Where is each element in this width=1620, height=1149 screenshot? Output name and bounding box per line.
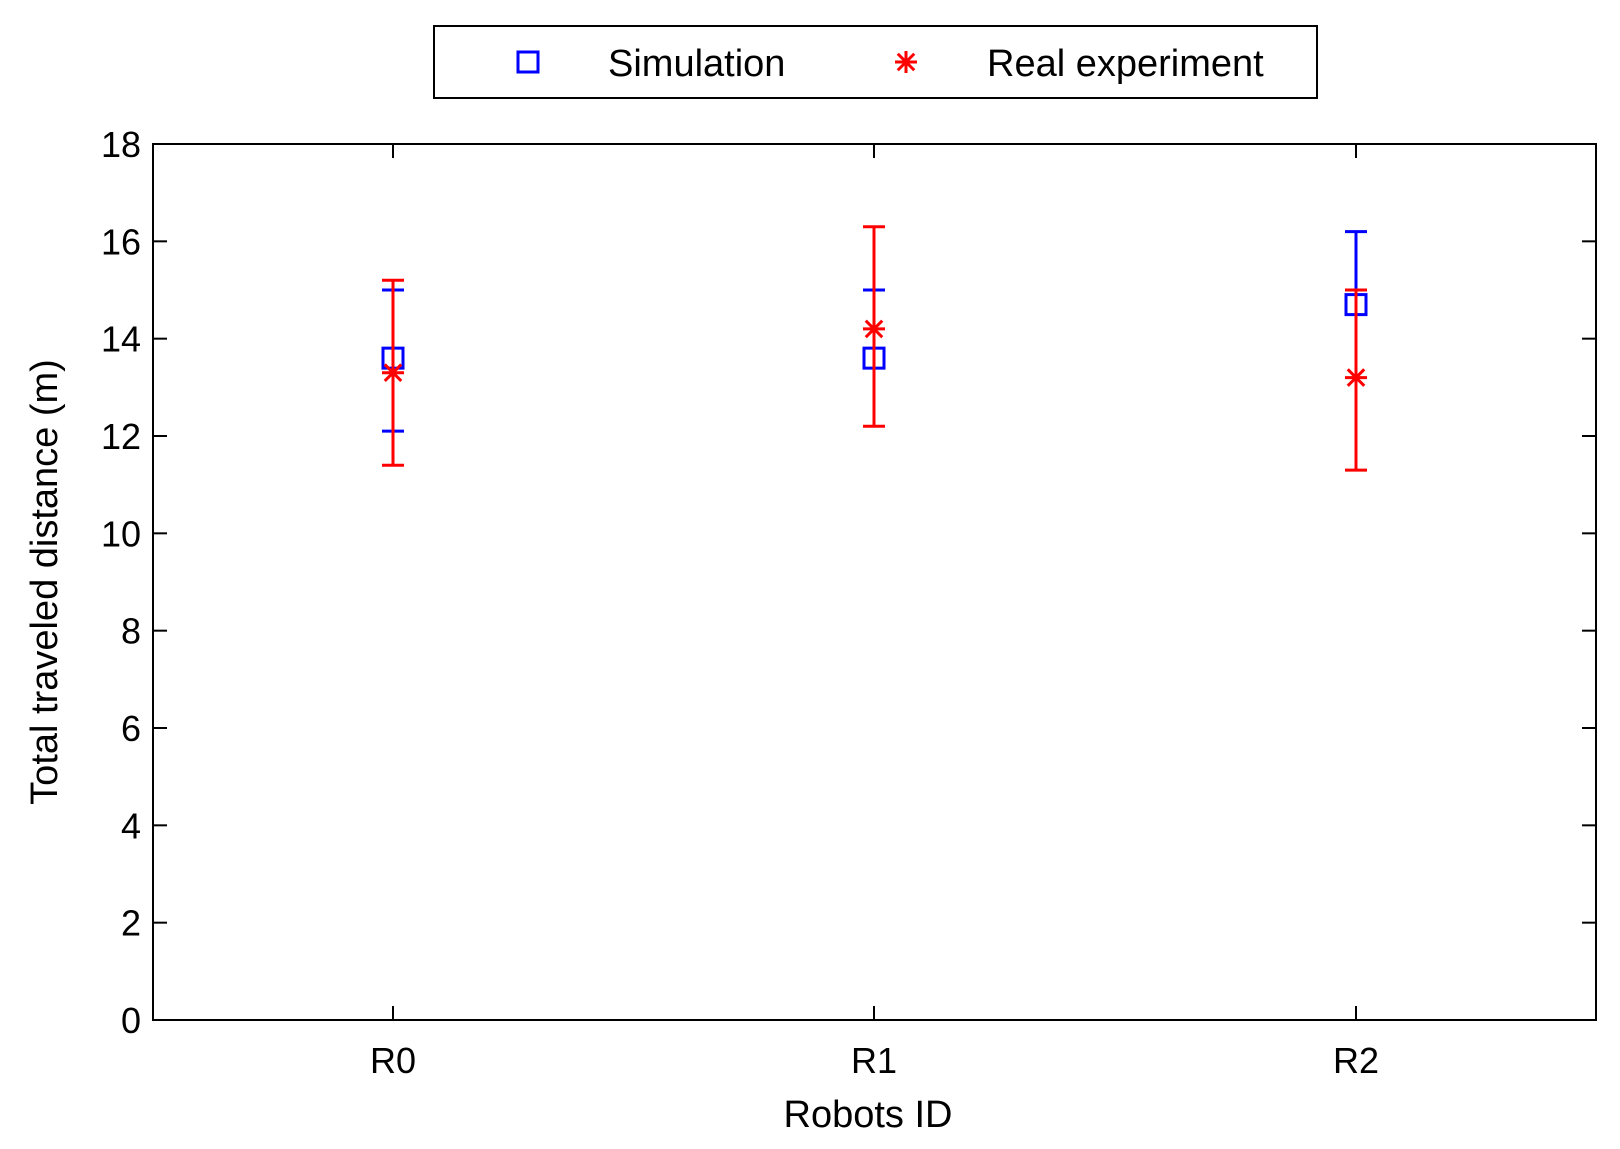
legend-item-simulation: Simulation (516, 43, 785, 85)
data-point (1345, 366, 1367, 389)
legend-marker-real-experiment-shape-stroke (896, 52, 916, 72)
y-tick-label: 12 (101, 416, 141, 457)
error-bar (863, 225, 885, 428)
error-bar (1345, 288, 1367, 472)
y-tick-label: 0 (121, 1000, 141, 1041)
y-tick-label: 2 (121, 903, 141, 944)
legend-item-real-experiment: Real experiment (895, 43, 1264, 85)
data-point (863, 317, 885, 340)
legend-label-simulation: Simulation (608, 43, 785, 85)
data-point-stroke (1346, 368, 1366, 387)
legend-marker-real-experiment-shape (895, 51, 917, 73)
x-axis: R0 R1 R2 (370, 144, 1379, 1081)
data-point-stroke (383, 363, 403, 383)
legend-label-real-experiment: Real experiment (987, 43, 1264, 85)
series-layer (381, 225, 1368, 472)
y-tick-label: 10 (101, 513, 141, 554)
error-bar (382, 278, 404, 467)
y-tick-label: 14 (101, 319, 141, 360)
y-tick-label: 6 (121, 708, 141, 749)
legend-marker-simulation-shape (516, 50, 540, 74)
data-point (382, 361, 404, 384)
legend: Simulation Real experiment (433, 25, 1318, 99)
y-tick-label: 8 (121, 611, 141, 652)
y-axis: 0 2 4 6 8 10 12 14 16 18 (101, 124, 1596, 1041)
legend-marker-simulation (516, 50, 540, 74)
series-real-experiment (382, 225, 1367, 472)
y-axis-label: Total traveled distance (m) (24, 359, 66, 805)
x-tick-label: R1 (851, 1040, 897, 1081)
legend-box (433, 25, 1318, 99)
y-tick-label: 18 (101, 124, 141, 165)
x-axis-label: Robots ID (784, 1094, 953, 1136)
data-point-stroke (864, 319, 884, 339)
y-tick-label: 16 (101, 221, 141, 262)
x-tick-label: R2 (1333, 1040, 1379, 1081)
legend-marker-real-experiment (895, 51, 917, 73)
y-tick-label: 4 (121, 805, 141, 846)
x-tick-label: R0 (370, 1040, 416, 1081)
